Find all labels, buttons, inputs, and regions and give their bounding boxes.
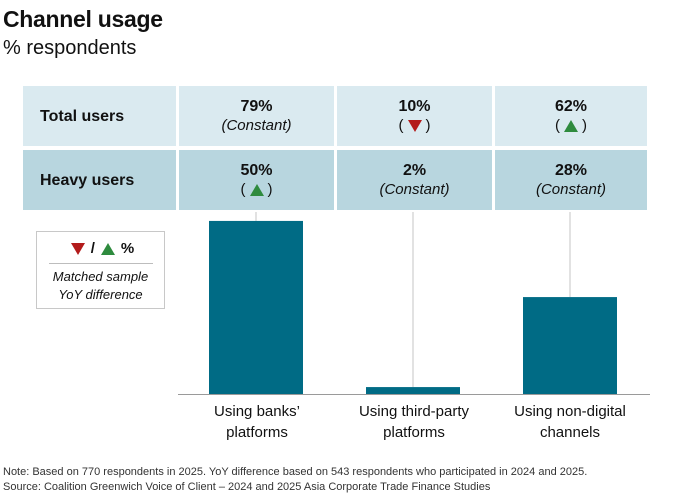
cell-total-non-digital: 62% () (495, 86, 647, 146)
x-label-banks: Using banks’ platforms (177, 401, 337, 443)
note-total-banks: (Constant) (221, 117, 292, 134)
value-heavy-non-digital: 28% (554, 162, 588, 179)
x-label-third-party-line-2: platforms (383, 424, 445, 441)
bar-3 (523, 297, 617, 394)
footnote-source: Source: Coalition Greenwich Voice of Cli… (3, 481, 491, 493)
trend-total-third-party: () (398, 117, 431, 134)
note-heavy-third-party: (Constant) (379, 181, 450, 198)
chart-title: Channel usage (3, 6, 163, 32)
x-label-non-digital-line-1: Using non-digital (514, 403, 626, 420)
cell-heavy-banks: 50% () (179, 150, 334, 210)
up-triangle-icon (564, 120, 578, 133)
row-label-total-users: Total users (23, 86, 176, 146)
legend-line-1: Matched sample (52, 269, 149, 284)
down-triangle-icon (70, 242, 85, 255)
x-label-third-party: Using third-party platforms (334, 401, 494, 443)
legend-divider (48, 263, 153, 264)
up-triangle-icon (100, 242, 115, 255)
up-triangle-icon (249, 184, 264, 197)
value-total-banks: 79% (240, 98, 273, 115)
row-label-heavy-users: Heavy users (23, 150, 176, 210)
summary-table: Total users 79% (Constant) 10% () 62% ()… (23, 86, 679, 210)
value-total-non-digital: 62% (554, 98, 588, 115)
legend-slash: / (90, 240, 95, 257)
footnote-note: Note: Based on 770 respondents in 2025. … (3, 466, 588, 478)
value-heavy-third-party: 2% (402, 162, 427, 179)
x-label-non-digital-line-2: channels (539, 424, 601, 441)
x-label-banks-line-2: platforms (226, 424, 288, 441)
cell-total-third-party: 10% () (337, 86, 492, 146)
bar-2 (366, 387, 460, 394)
legend-box: / % Matched sample YoY difference (36, 231, 165, 309)
x-label-non-digital: Using non-digital channels (490, 401, 650, 443)
table-row-heavy-users: Heavy users 50% () 2% (Constant) 28% (Co… (23, 150, 679, 210)
chart-subtitle: % respondents (3, 37, 137, 59)
trend-heavy-banks: () (240, 181, 273, 198)
legend-line-2: YoY difference (58, 287, 143, 302)
legend-symbol: / % (37, 240, 164, 257)
cell-total-banks: 79% (Constant) (179, 86, 334, 146)
cell-heavy-third-party: 2% (Constant) (337, 150, 492, 210)
down-triangle-icon (407, 120, 422, 133)
legend-percent: % (120, 240, 135, 257)
value-heavy-banks: 50% (240, 162, 273, 179)
x-label-third-party-line-1: Using third-party (358, 403, 470, 420)
note-heavy-non-digital: (Constant) (535, 181, 607, 198)
value-total-third-party: 10% (398, 98, 431, 115)
bar-1 (209, 220, 303, 394)
cell-heavy-non-digital: 28% (Constant) (495, 150, 647, 210)
x-label-banks-line-1: Using banks’ (214, 403, 300, 420)
trend-total-non-digital: () (555, 117, 587, 134)
table-row-total-users: Total users 79% (Constant) 10% () 62% () (23, 86, 679, 146)
